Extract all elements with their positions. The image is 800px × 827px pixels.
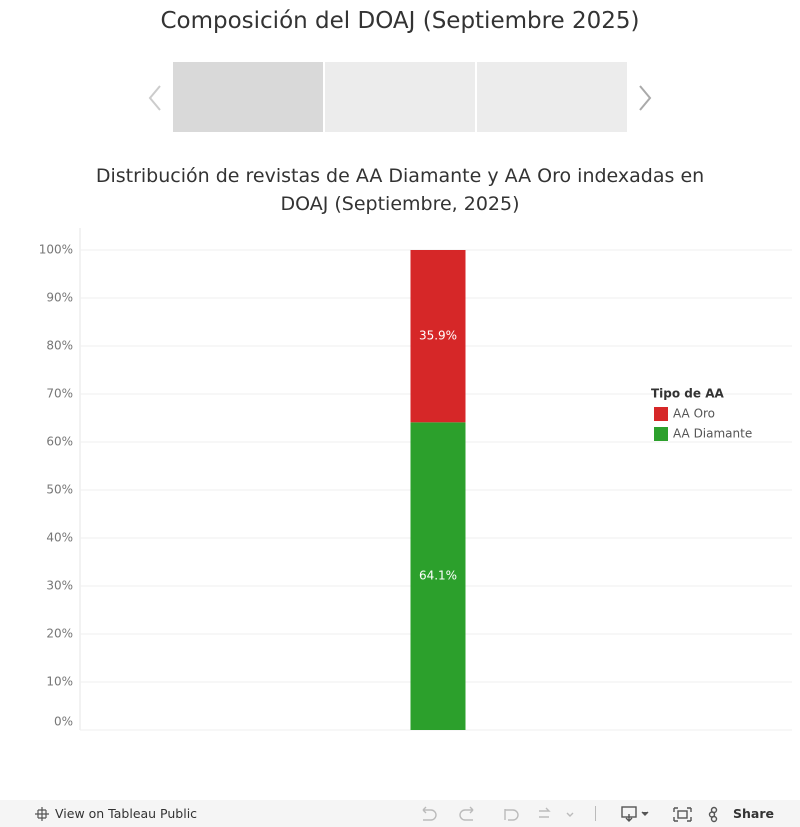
story-point[interactable] (477, 62, 627, 132)
y-tick-label: 70% (46, 387, 73, 401)
legend-swatch (654, 427, 668, 441)
data-label: 64.1% (419, 569, 457, 583)
y-tick-label: 40% (46, 531, 73, 545)
bar-segment (410, 422, 466, 730)
bar-segment (410, 250, 466, 423)
legend-swatch (654, 407, 668, 421)
y-tick-label: 90% (46, 291, 73, 305)
y-tick-label: 20% (46, 627, 73, 641)
data-label: 35.9% (419, 329, 457, 343)
dashboard-title: Composición del DOAJ (Septiembre 2025) (160, 8, 640, 34)
legend-title: Tipo de AA (651, 387, 725, 401)
chart-title: Distribución de revistas de AA Diamante … (95, 165, 705, 215)
legend-label: AA Oro (673, 407, 715, 421)
share-button[interactable]: Share (733, 806, 774, 821)
separator (595, 806, 596, 821)
story-point[interactable] (173, 62, 323, 132)
y-tick-label: 10% (46, 675, 73, 689)
view-link[interactable]: View on Tableau Public (55, 806, 198, 821)
y-tick-label: 50% (46, 483, 73, 497)
y-tick-label: 100% (39, 243, 73, 257)
next-arrow[interactable] (636, 84, 654, 112)
prev-arrow[interactable] (146, 84, 164, 112)
y-tick-label: 0% (54, 715, 73, 729)
y-tick-label: 60% (46, 435, 73, 449)
toolbar: View on Tableau Public Share (0, 800, 800, 827)
tableau-logo (35, 807, 49, 821)
y-tick-label: 80% (46, 339, 73, 353)
toolbar-icons (621, 806, 718, 823)
story-point[interactable] (325, 62, 475, 132)
history-buttons (422, 806, 574, 821)
y-tick-label: 30% (46, 579, 73, 593)
legend-label: AA Diamante (673, 427, 752, 441)
chart: 0% 10% 20% 30% 40% 50% 60% 70% 80% 90% 100% 64.1% 35… (39, 228, 792, 731)
